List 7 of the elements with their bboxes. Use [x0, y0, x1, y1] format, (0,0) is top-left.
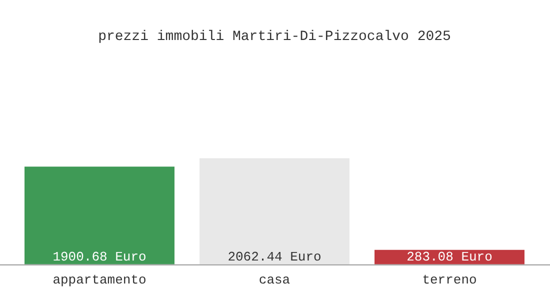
data-label: 1900.68 Euro [52, 249, 146, 264]
chart-title: prezzi immobili Martiri-Di-Pizzocalvo 2025 [98, 29, 451, 46]
data-label: 283.08 Euro [406, 249, 492, 264]
x-tick-label: terreno [422, 272, 477, 288]
x-tick-label: casa [258, 272, 290, 288]
data-label: 2062.44 Euro [228, 249, 322, 264]
x-tick-label: appartamento [52, 272, 146, 288]
